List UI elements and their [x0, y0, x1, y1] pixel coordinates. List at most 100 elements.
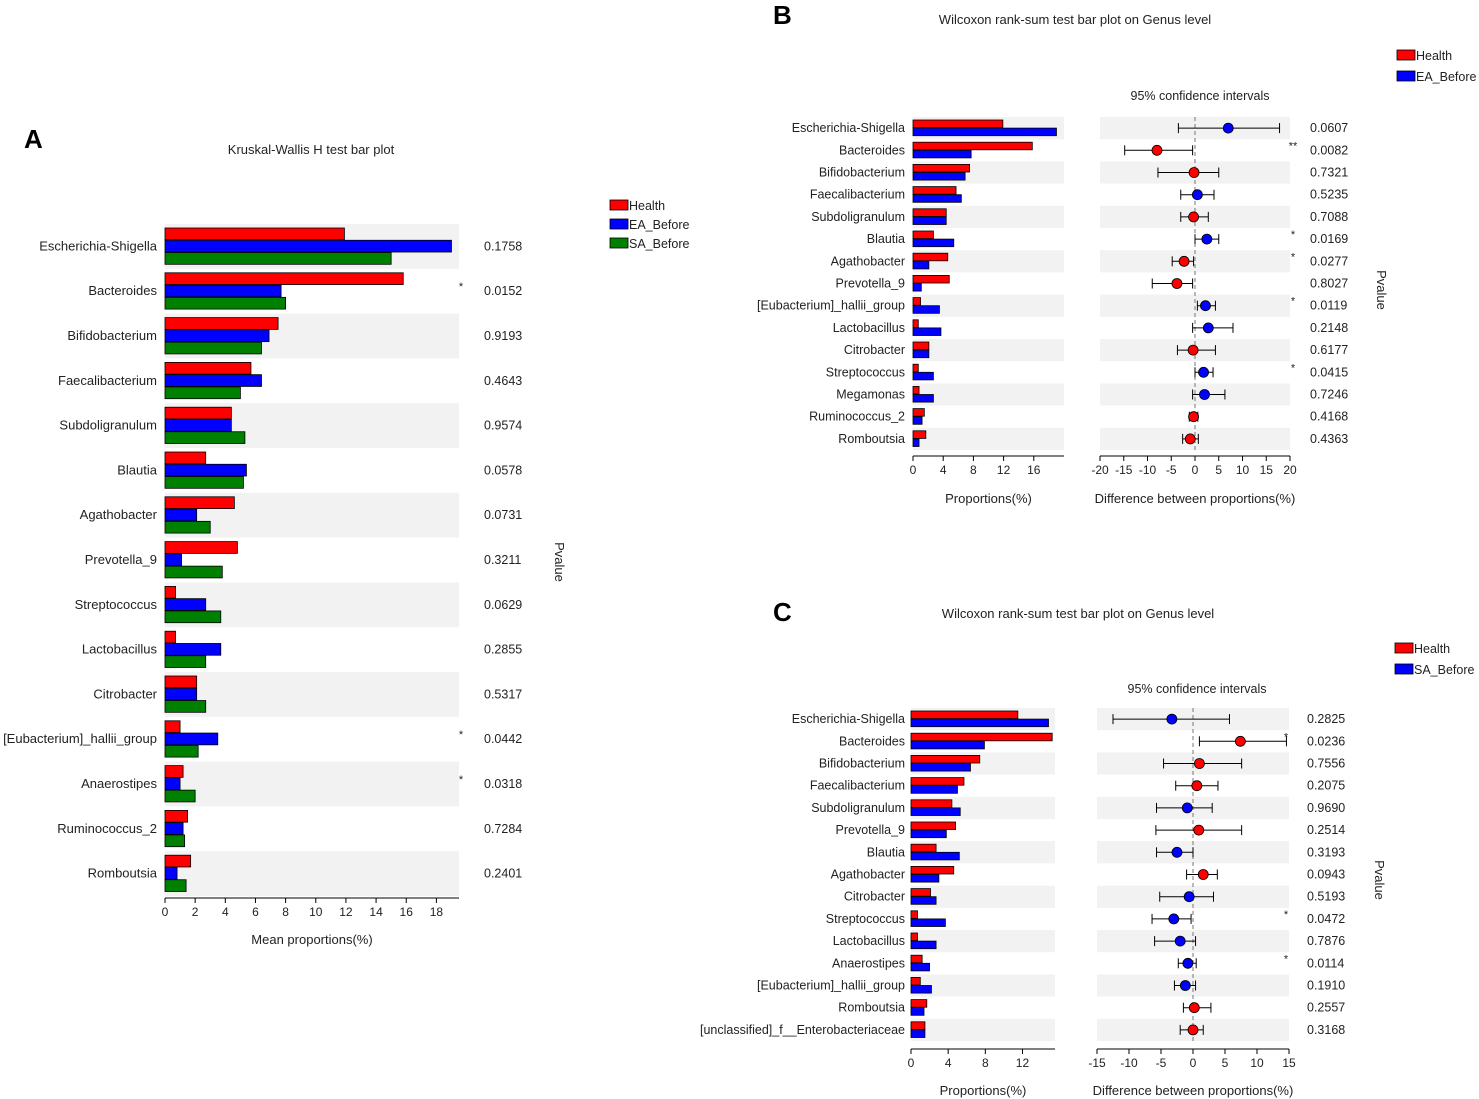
panel-c-ci-point: [1183, 891, 1195, 903]
panel-c-legend-swatch-sa-before: [1394, 663, 1414, 675]
panel-b-bar-ea-before: [912, 194, 962, 203]
panel-b-category-label: Escherichia-Shigella: [792, 121, 905, 135]
panel-c-ci-point: [1188, 1002, 1200, 1014]
panel-a-legend-label: SA_Before: [629, 237, 690, 251]
panel-c-ci-point: [1182, 957, 1194, 969]
panel-b-bar-health: [912, 363, 919, 373]
panel-b-bar-health: [912, 341, 930, 350]
panel-b-pvalue: 0.2148: [1310, 321, 1348, 335]
panel-c-ci-title: 95% confidence intervals: [1128, 682, 1267, 696]
panel-a-significance-mark: *: [459, 729, 464, 741]
panel-b-pvalue: 0.5235: [1310, 188, 1348, 202]
panel-c-row-stripe: [911, 885, 1055, 908]
panel-c-significance-mark: *: [1284, 909, 1289, 921]
panel-a-x-tick-label: 0: [162, 905, 169, 919]
panel-c-category-label: [unclassified]_f__Enterobacteriaceae: [700, 1023, 905, 1037]
panel-c-category-label: Bacteroides: [839, 734, 905, 748]
panel-b-category-label: Subdoligranulum: [811, 210, 905, 224]
panel-c-bar-health: [910, 888, 931, 897]
panel-a-bar-health: [164, 720, 181, 733]
panel-c-ci-x-tick-label: 5: [1222, 1056, 1229, 1070]
panel-b-significance-mark: *: [1291, 362, 1296, 374]
panel-c-bar-sa-before: [910, 874, 940, 883]
panel-a-legend-swatch-health: [609, 199, 629, 211]
panel-a-bar-ea-before: [164, 598, 207, 611]
panel-c-ci-point: [1174, 935, 1186, 947]
panel-a-x-tick-label: 2: [192, 905, 199, 919]
panel-b-bar-health: [912, 252, 949, 262]
panel-c-pvalue: 0.3168: [1307, 1023, 1345, 1037]
panel-a-bar-ea-before: [164, 284, 282, 298]
panel-b-ci-x-tick-label: 0: [1192, 463, 1199, 477]
panel-b-bar-health: [912, 141, 1033, 151]
panel-a-pvalue: 0.0152: [484, 284, 522, 298]
panel-a-pvalue: 0.3211: [484, 553, 521, 567]
panel-b-ci-point: [1202, 322, 1214, 334]
panel-a-pvalue: 0.9193: [484, 329, 522, 343]
panel-a-pvalue: 0.0629: [484, 598, 522, 612]
panel-c-x-axis-label: Proportions(%): [940, 1083, 1027, 1098]
panel-a-bar-ea-before: [164, 777, 181, 791]
panel-c-category-label: Escherichia-Shigella: [792, 712, 905, 726]
panel-a-x-tick-label: 8: [282, 905, 289, 919]
panel-a-bar-health: [164, 586, 176, 599]
panel-b-category-label: Romboutsia: [838, 432, 905, 446]
panel-c-ci-point: [1191, 780, 1203, 792]
panel-a-x-tick-label: 6: [252, 905, 259, 919]
panel-b-bar-ea-before: [912, 238, 955, 248]
panel-a-bar-ea-before: [164, 867, 178, 880]
panel-b-pvalue: 0.0277: [1310, 254, 1348, 268]
panel-a-pvalue: 0.0731: [484, 508, 522, 522]
panel-a-category-label: Agathobacter: [80, 507, 158, 522]
panel-c-bar-health: [910, 954, 923, 964]
panel-b-ci-x-tick-label: -10: [1139, 463, 1157, 477]
panel-c-row-stripe: [911, 930, 1055, 953]
panel-c-ci-x-tick-label: -15: [1088, 1056, 1106, 1070]
panel-c-pvalue: 0.7556: [1307, 757, 1345, 771]
panel-a-bar-sa-before: [164, 252, 392, 265]
panel-c-bar-health: [910, 777, 965, 786]
panel-b-x-axis-label: Proportions(%): [945, 491, 1032, 506]
panel-b-ci-point: [1200, 300, 1211, 312]
panel-b-letter: B: [773, 0, 792, 30]
panel-a-bar-ea-before: [164, 553, 182, 567]
panel-b-category-label: Megamonas: [836, 388, 905, 402]
panel-b-category-label: Bifidobacterium: [819, 166, 905, 180]
panel-c-pvalue: 0.7876: [1307, 934, 1345, 948]
panel-b-category-label: Lactobacillus: [833, 321, 905, 335]
panel-b-category-label: Bacteroides: [839, 143, 905, 157]
panel-a-x-tick-label: 18: [430, 905, 444, 919]
panel-c-pvalue: 0.0236: [1307, 734, 1345, 748]
panel-c-pvalue: 0.3193: [1307, 845, 1345, 859]
panel-a-bar-sa-before: [164, 520, 211, 534]
panel-b-ci-point: [1151, 144, 1163, 156]
panel-a-pvalue: 0.5317: [484, 687, 522, 701]
panel-c-x-tick-label: 0: [908, 1056, 915, 1070]
panel-c-category-label: Blautia: [867, 845, 905, 859]
panel-c-ci-point: [1194, 758, 1205, 769]
panel-a-bar-health: [164, 227, 345, 241]
panel-b-category-label: Prevotella_9: [836, 277, 906, 291]
panel-b-ci-x-tick-label: 10: [1236, 463, 1250, 477]
panel-c-legend-label: SA_Before: [1414, 663, 1475, 677]
panel-c-pvalue: 0.2075: [1307, 779, 1345, 793]
panel-b-ci-point: [1188, 211, 1199, 223]
panel-a-significance-mark: *: [459, 281, 464, 293]
panel-a-letter: A: [24, 124, 43, 154]
panel-b-ci-x-tick-label: 20: [1283, 463, 1297, 477]
panel-a-category-label: Citrobacter: [93, 686, 157, 701]
panel-b-bar-ea-before: [912, 394, 934, 403]
panel-c-pvalue: 0.0114: [1307, 956, 1344, 970]
panel-a-pvalue: 0.4643: [484, 374, 522, 388]
panel-b-pvalue: 0.7321: [1310, 166, 1348, 180]
panel-b-pvalue: 0.0119: [1310, 299, 1347, 313]
panel-a-bar-sa-before: [164, 296, 287, 310]
panel-a-bar-health: [164, 810, 189, 823]
panel-b-bar-ea-before: [912, 149, 972, 159]
panel-c-bar-sa-before: [910, 1007, 925, 1016]
panel-b-pvalue: 0.4168: [1310, 410, 1348, 424]
panel-c-ci-point: [1197, 869, 1209, 880]
panel-a-legend-swatch-ea-before: [609, 218, 629, 230]
panel-b-ci-point: [1184, 433, 1196, 445]
panel-a-bar-health: [164, 630, 176, 644]
